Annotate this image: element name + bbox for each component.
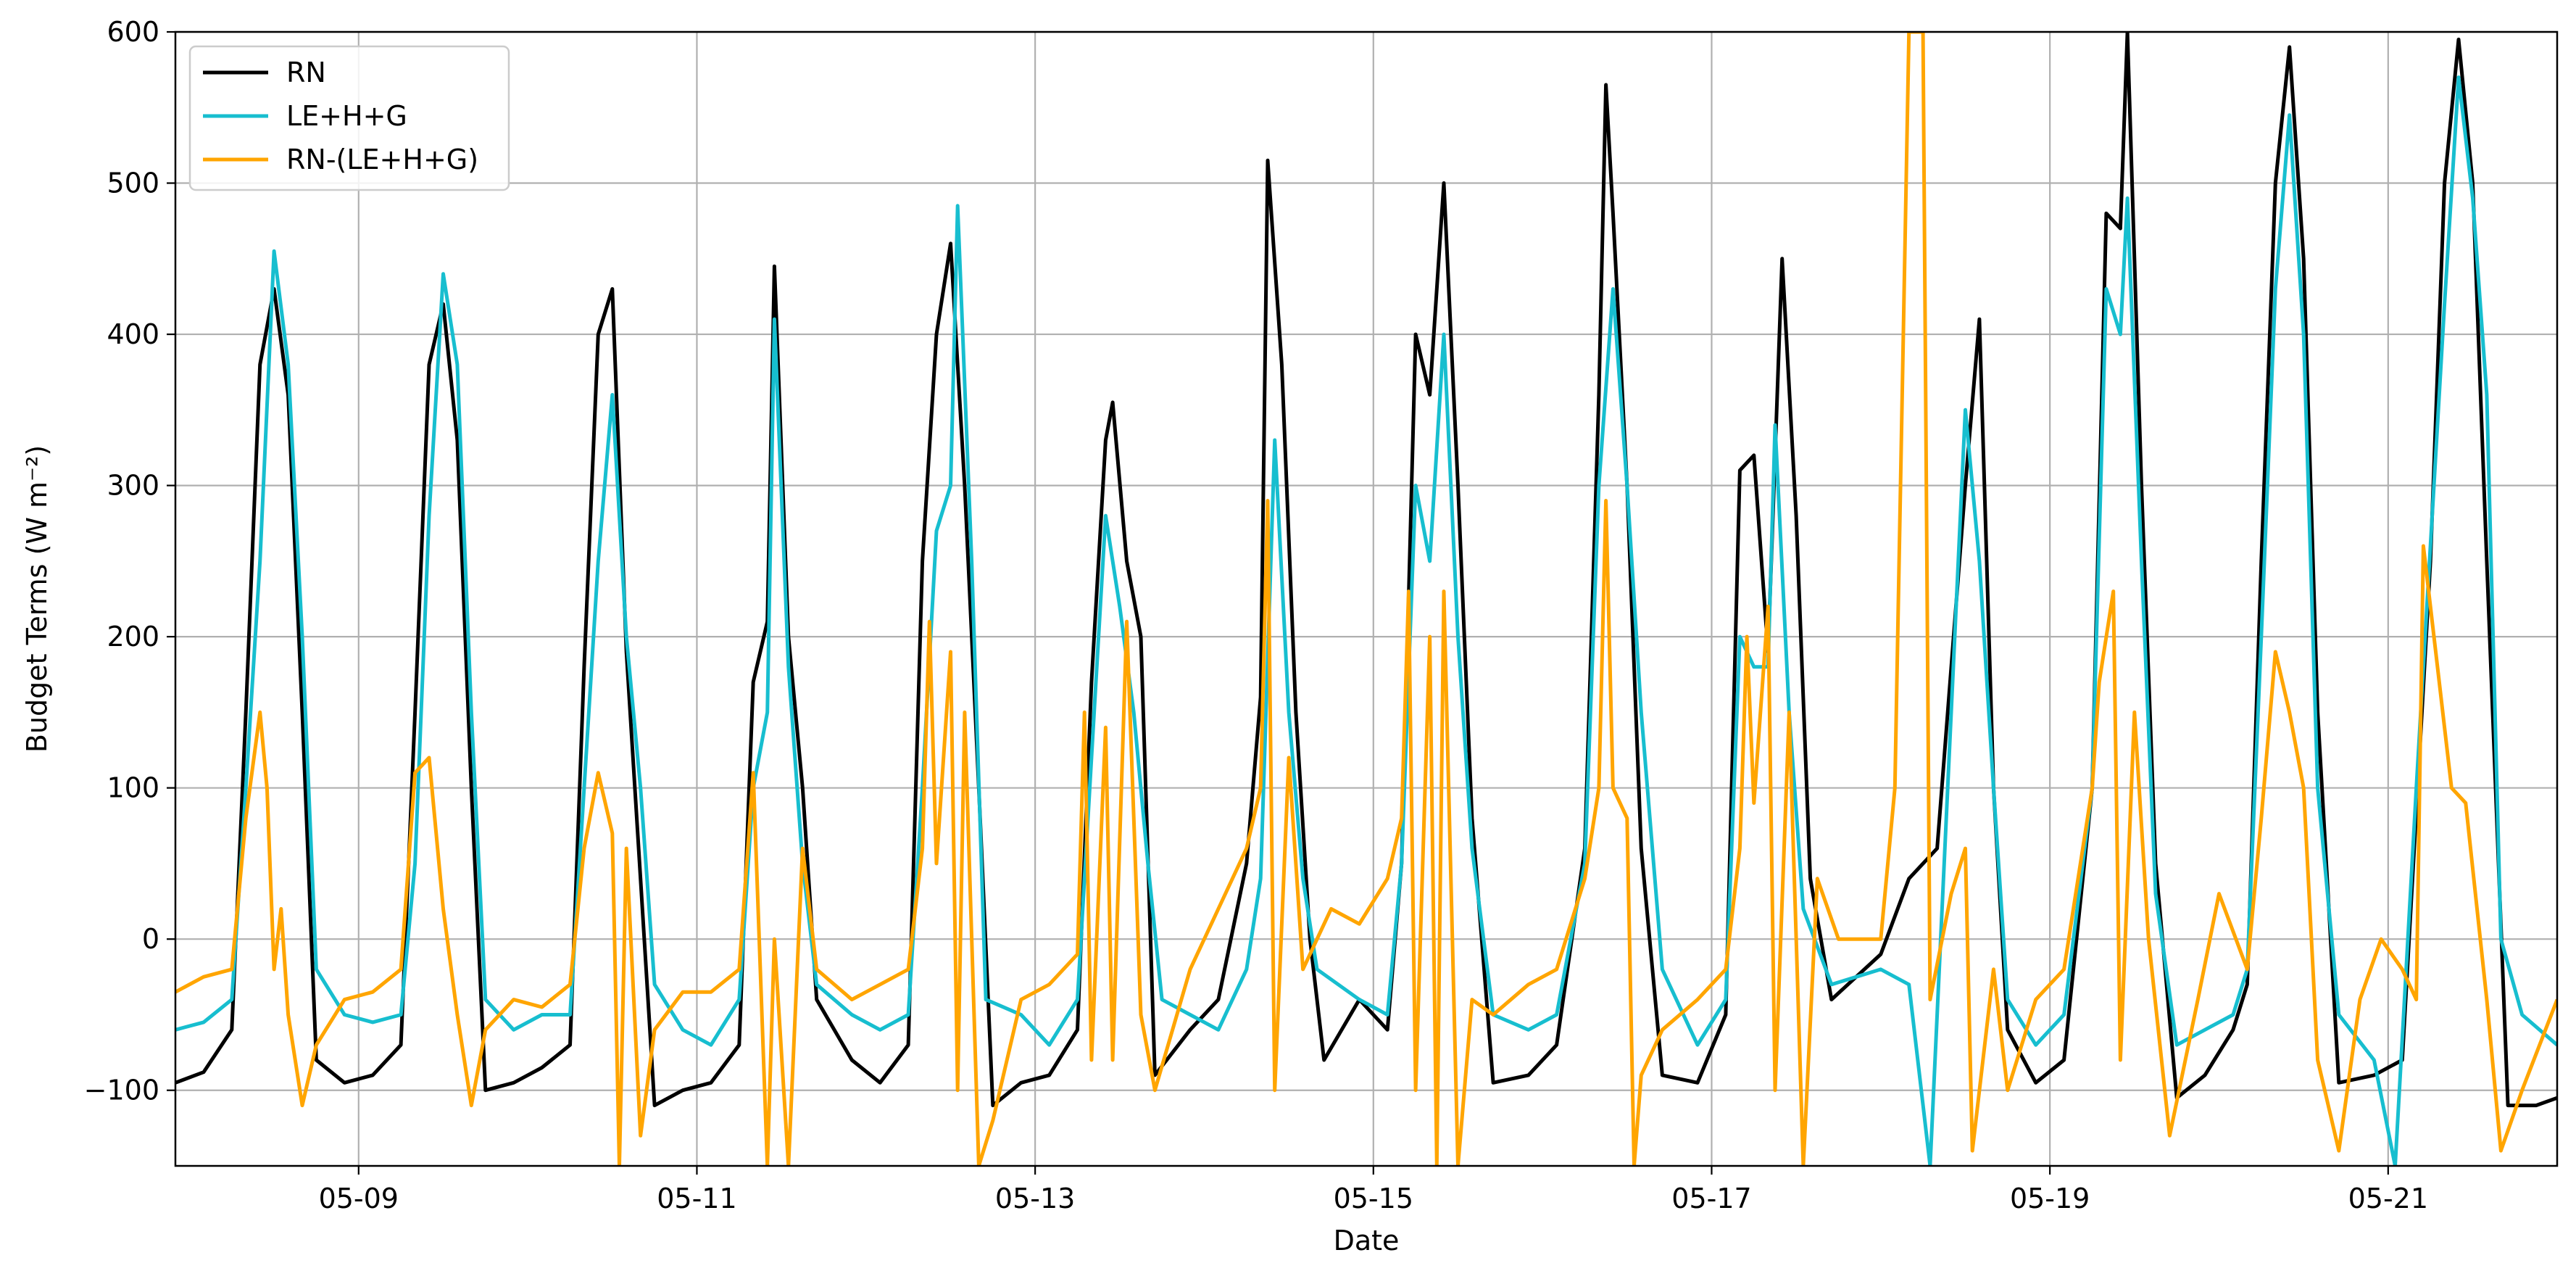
y-tick-label: 100 [107, 772, 159, 804]
series-line-0 [175, 32, 2557, 1108]
x-tick-label: 05-11 [657, 1183, 736, 1214]
y-axis-title: Budget Terms (W m⁻²) [21, 445, 53, 753]
legend-label: RN-(LE+H+G) [286, 144, 478, 175]
legend-label: LE+H+G [286, 100, 407, 132]
series-group [175, 32, 2557, 1166]
y-tick-label: 200 [107, 621, 159, 653]
x-tick-label: 05-09 [319, 1183, 399, 1214]
y-tick-label: 300 [107, 470, 159, 502]
y-tick-label: 600 [107, 16, 159, 48]
legend-label: RN [286, 57, 326, 88]
plot-frame [174, 30, 2559, 1167]
y-tick-label: 0 [142, 923, 159, 955]
legend: RN LE+H+G RN-(LE+H+G) [188, 45, 510, 191]
series-line-2 [175, 32, 2557, 1166]
x-tick-label: 05-19 [2010, 1183, 2090, 1214]
x-tick-label: 05-15 [1334, 1183, 1413, 1214]
y-tick-label: 500 [107, 167, 159, 199]
x-tick-label: 05-13 [995, 1183, 1075, 1214]
legend-box [188, 45, 510, 191]
y-tick-label: 400 [107, 318, 159, 350]
x-tick-label: 05-21 [2348, 1183, 2428, 1214]
x-axis: 05-09 05-11 05-13 05-15 05-17 05-19 05-21 [319, 1166, 2428, 1214]
y-axis: −100 0 100 200 300 400 500 600 [84, 16, 175, 1106]
y-tick-label: −100 [84, 1075, 159, 1106]
x-tick-label: 05-17 [1671, 1183, 1751, 1214]
x-axis-title: Date [1334, 1225, 1400, 1257]
